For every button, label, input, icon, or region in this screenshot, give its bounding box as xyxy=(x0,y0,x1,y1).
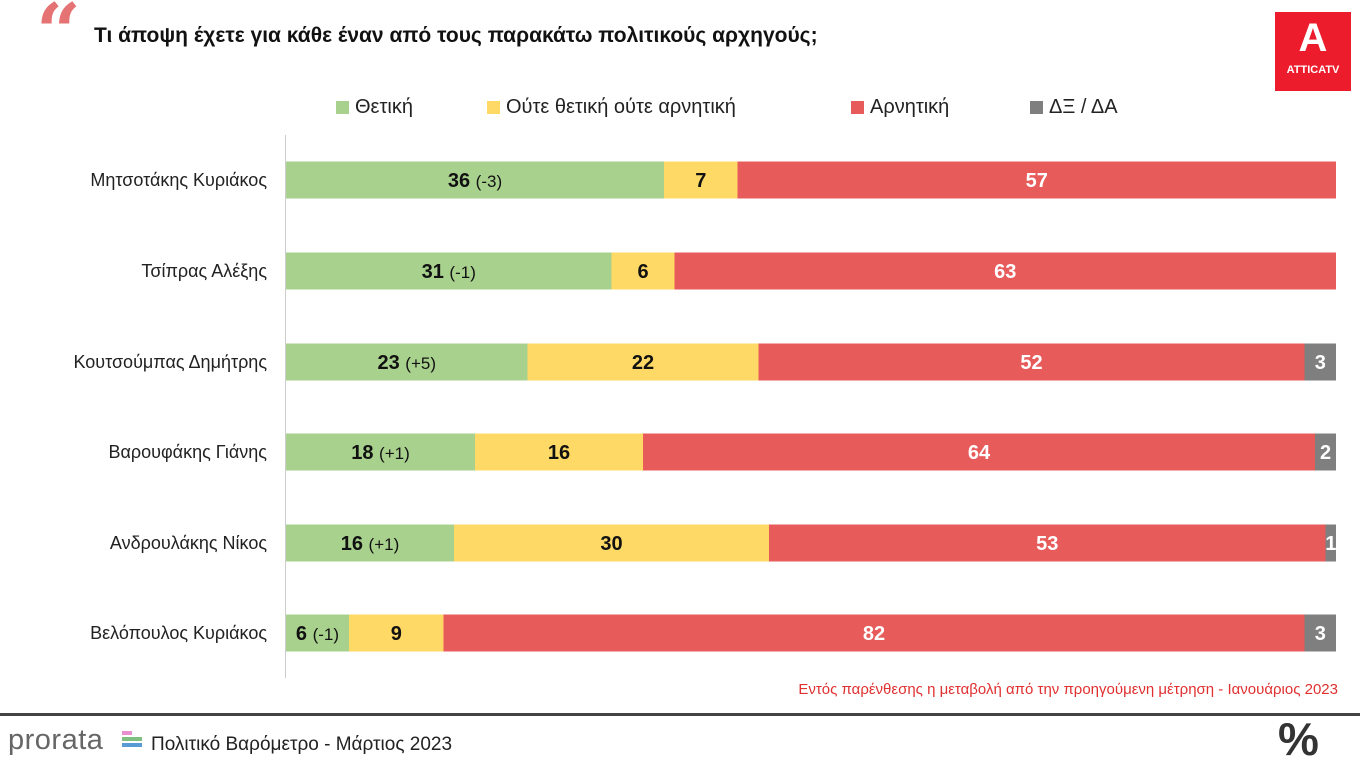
data-label: 57 xyxy=(1026,170,1048,192)
bar-segment xyxy=(737,161,1336,199)
category-label: Βαρουφάκης Γιάνης xyxy=(108,442,267,462)
legend-item: Θετική xyxy=(336,96,413,119)
data-label: 3 xyxy=(1315,623,1326,645)
change-label: (-1) xyxy=(449,263,475,282)
category-label: Βελόπουλος Κυριάκος xyxy=(90,623,267,643)
legend-swatch xyxy=(851,101,864,114)
bar-segment xyxy=(664,161,738,199)
bar-segment xyxy=(443,614,1305,652)
data-label: 18 (+1) xyxy=(351,442,410,464)
logo-text: ATTICATV xyxy=(1286,64,1340,76)
footer-divider xyxy=(0,713,1360,716)
bar-segment xyxy=(454,524,769,562)
data-label: 6 xyxy=(637,261,648,283)
data-label: 53 xyxy=(1036,533,1058,555)
legend-item: ΔΞ / ΔΑ xyxy=(1030,96,1118,119)
bar-segment xyxy=(1304,343,1336,381)
bar-segment xyxy=(758,343,1305,381)
bar-segment xyxy=(286,614,349,652)
category-label: Μητσοτάκης Κυριάκος xyxy=(90,170,267,190)
change-label: (+1) xyxy=(379,444,410,463)
category-label: Τσίπρας Αλέξης xyxy=(141,261,267,281)
legend-label: Θετική xyxy=(355,96,413,118)
change-label: (-1) xyxy=(313,625,339,644)
legend-label: ΔΞ / ΔΑ xyxy=(1049,96,1118,118)
bar-segment xyxy=(286,433,475,471)
quote-mark-icon: “ xyxy=(36,0,81,78)
change-label: (+1) xyxy=(369,535,400,554)
bar-segment xyxy=(1315,433,1336,471)
data-label: 36 (-3) xyxy=(448,170,502,192)
legend-item: Ούτε θετική ούτε αρνητική xyxy=(487,96,736,119)
data-label: 2 xyxy=(1320,442,1331,464)
bar-segment xyxy=(475,433,643,471)
legend-swatch xyxy=(336,101,349,114)
bar-segment xyxy=(1304,614,1336,652)
data-label: 7 xyxy=(695,170,706,192)
bar-segment xyxy=(527,343,759,381)
footer-text: Πολιτικό Βαρόμετρο - Μάρτιος 2023 xyxy=(151,734,453,755)
category-label: Κουτσούμπας Δημήτρης xyxy=(73,352,267,372)
bar-segment xyxy=(286,252,612,290)
percent-logo: % xyxy=(1278,713,1319,765)
bar-segment xyxy=(611,252,675,290)
data-label: 64 xyxy=(968,442,991,464)
data-label: 52 xyxy=(1020,352,1042,374)
data-label: 3 xyxy=(1315,352,1326,374)
bar-segment xyxy=(286,524,454,562)
bar-segment xyxy=(286,343,528,381)
legend-label: Ούτε θετική ούτε αρνητική xyxy=(506,96,736,118)
prorata-logo: prorata xyxy=(8,724,104,756)
change-label: (-3) xyxy=(476,172,502,191)
bar-segment xyxy=(286,161,664,199)
attica-tv-logo: A ATTICATV xyxy=(1275,12,1351,91)
category-label: Ανδρουλάκης Νίκος xyxy=(110,533,267,553)
data-label: 16 (+1) xyxy=(341,533,400,555)
page-title: Τι άποψη έχετε για κάθε έναν από τους πα… xyxy=(94,24,818,47)
data-label: 82 xyxy=(863,623,885,645)
bar-segment xyxy=(769,524,1326,562)
prorata-bars-icon xyxy=(122,731,142,749)
bar-segment xyxy=(349,614,444,652)
axis-line xyxy=(285,135,286,678)
legend-swatch xyxy=(487,101,500,114)
data-label: 16 xyxy=(548,442,570,464)
data-label: 23 (+5) xyxy=(377,352,436,374)
change-label: (+5) xyxy=(405,354,436,373)
legend-label: Αρνητική xyxy=(870,96,950,118)
data-label: 30 xyxy=(600,533,622,555)
data-label: 63 xyxy=(994,261,1016,283)
data-label: 31 (-1) xyxy=(422,261,476,283)
bar-segment xyxy=(643,433,1315,471)
data-label: 22 xyxy=(632,352,654,374)
footnote: Εντός παρένθεσης η μεταβολή από την προη… xyxy=(798,681,1338,698)
data-label: 9 xyxy=(391,623,402,645)
data-label: 1 xyxy=(1325,533,1336,555)
bar-segment xyxy=(674,252,1336,290)
legend-item: Αρνητική xyxy=(851,96,949,119)
legend-swatch xyxy=(1030,101,1043,114)
data-label: 6 (-1) xyxy=(296,623,339,645)
logo-letter: A xyxy=(1298,16,1328,60)
bar-segment xyxy=(1325,524,1336,562)
